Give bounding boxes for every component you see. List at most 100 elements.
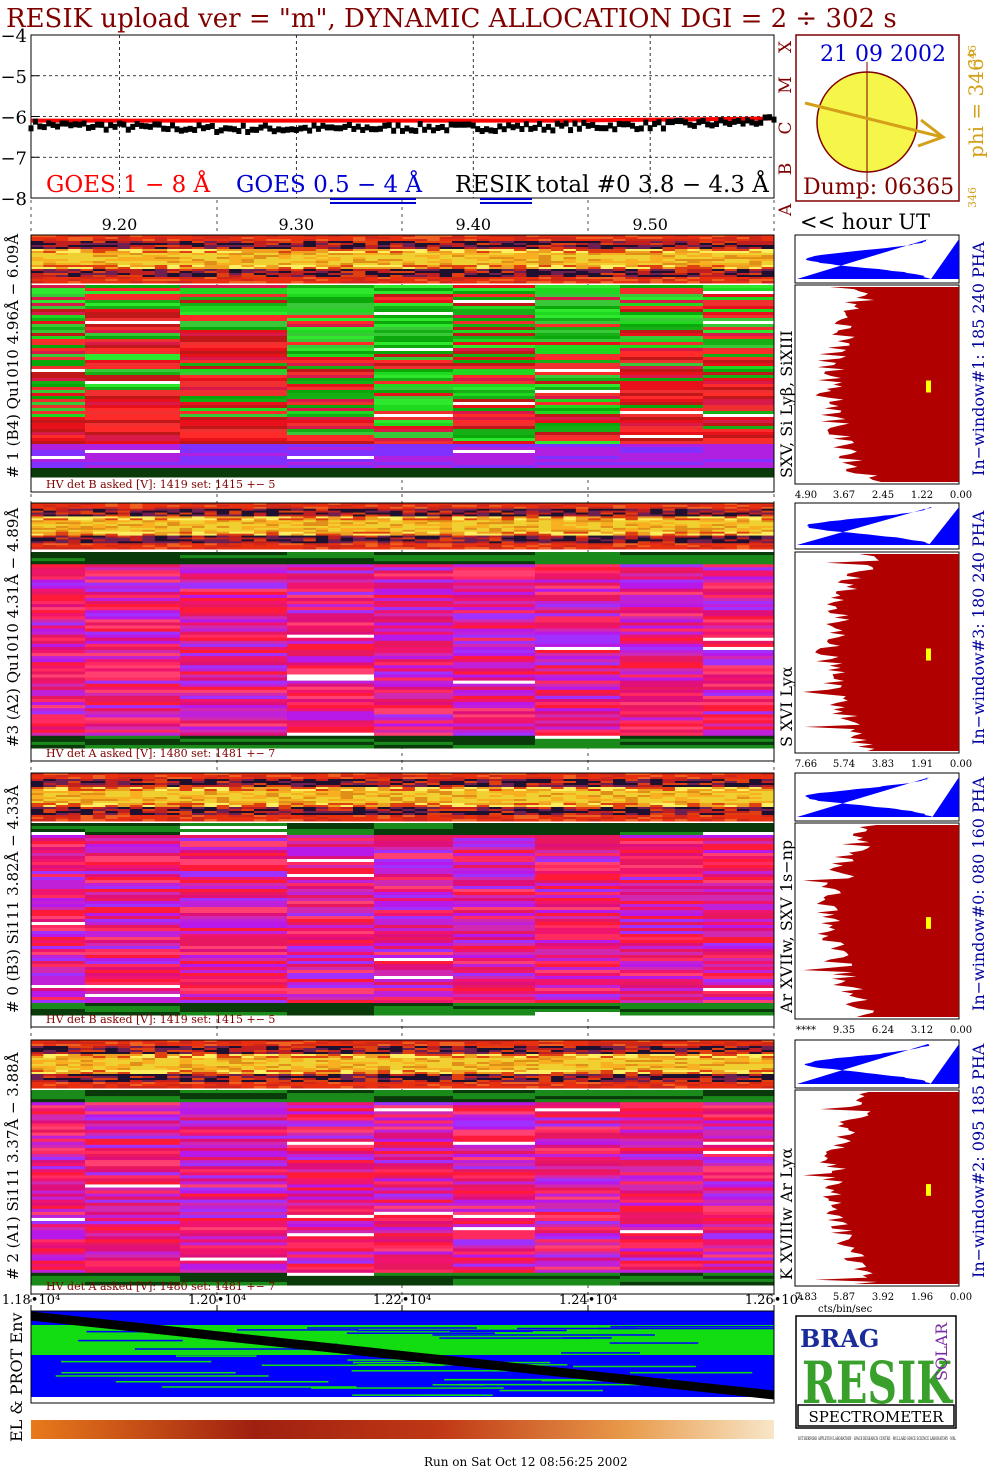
heatmap-cell xyxy=(291,524,304,527)
heatmap-cell xyxy=(85,348,181,352)
heatmap-cell xyxy=(620,683,704,688)
heatmap-cell xyxy=(535,597,621,602)
heatmap-cell xyxy=(464,275,478,278)
heatmap-cell xyxy=(130,281,143,284)
heatmap-cell xyxy=(154,271,168,274)
heatmap-cell xyxy=(287,291,375,295)
heatmap-cell xyxy=(390,793,403,796)
heatmap-cell xyxy=(699,275,713,278)
heatmap-cell xyxy=(464,510,478,514)
heatmap-cell xyxy=(328,781,342,784)
heatmap-cell xyxy=(180,300,288,304)
heatmap-cell xyxy=(365,793,379,796)
heatmap-cell xyxy=(85,729,181,734)
heatmap-cell xyxy=(68,543,82,546)
heatmap-cell xyxy=(266,243,280,246)
heatmap-cell xyxy=(315,535,329,538)
heatmap-cell xyxy=(453,594,536,599)
heatmap-cell xyxy=(266,533,280,537)
heatmap-cell xyxy=(625,265,639,268)
heatmap-cell xyxy=(687,539,701,542)
heatmap-cell xyxy=(229,541,243,544)
heatmap-cell xyxy=(575,773,589,776)
heatmap-cell xyxy=(712,520,725,523)
heatmap-cell xyxy=(253,537,267,540)
heatmap-cell xyxy=(142,239,156,242)
heatmap-cell xyxy=(43,518,57,521)
heatmap-cell xyxy=(489,263,503,266)
heatmap-cell xyxy=(43,247,57,250)
heatmap-cell xyxy=(241,504,255,508)
heatmap-cell xyxy=(414,533,428,537)
heatmap-cell xyxy=(526,251,540,254)
heatmap-cell xyxy=(453,677,536,682)
heatmap-cell xyxy=(31,243,44,246)
heatmap-cell xyxy=(452,504,465,508)
heatmap-cell xyxy=(476,526,490,529)
heatmap-cell xyxy=(575,518,589,521)
heatmap-cell xyxy=(191,273,205,276)
heatmap-cell xyxy=(68,255,82,258)
heatmap-cell xyxy=(390,520,403,523)
heatmap-cell xyxy=(216,255,230,258)
heatmap-cell xyxy=(92,503,106,506)
heatmap-cell xyxy=(761,257,775,260)
panel-left-label: #3 (A2) Qu1010 4.31Å − 4.89Å xyxy=(4,508,22,747)
heatmap-cell xyxy=(390,777,403,780)
hour-ut-label: << hour UT xyxy=(800,210,930,234)
resik-total-point xyxy=(541,126,547,133)
heatmap-cell xyxy=(687,543,701,546)
heatmap-cell xyxy=(439,793,453,796)
heatmap-cell xyxy=(204,791,218,794)
heatmap-cell xyxy=(551,781,564,784)
heatmap-cell xyxy=(142,547,156,550)
heatmap-cell xyxy=(600,535,614,538)
goes-class-label: B xyxy=(776,163,796,176)
heatmap-cell xyxy=(526,261,540,264)
heatmap-cell xyxy=(674,779,688,782)
heatmap-cell xyxy=(724,516,738,519)
heatmap-cell xyxy=(303,783,317,786)
heatmap-cell xyxy=(637,277,651,280)
heatmap-cell xyxy=(625,245,639,248)
heatmap-cell xyxy=(749,529,763,533)
resik-total-point xyxy=(621,121,627,128)
heatmap-cell xyxy=(180,567,288,571)
heatmap-cell xyxy=(180,426,288,430)
heatmap-cell xyxy=(92,281,106,284)
resik-total-point xyxy=(585,122,591,129)
heatmap-cell xyxy=(563,512,577,515)
heatmap-cell xyxy=(31,622,86,626)
heatmap-cell xyxy=(699,783,713,786)
heatmap-cell xyxy=(600,520,614,523)
heatmap-cell xyxy=(513,271,527,274)
heatmap-cell xyxy=(703,561,775,565)
heatmap-cell xyxy=(662,279,676,282)
heatmap-cell xyxy=(575,506,589,510)
heatmap-cell xyxy=(154,239,168,242)
heatmap-cell xyxy=(501,503,515,506)
heatmap-cell xyxy=(191,547,205,550)
heatmap-cell xyxy=(453,333,536,337)
heatmap-cell xyxy=(390,514,403,517)
heatmap-cell xyxy=(55,259,69,262)
heatmap-cell xyxy=(650,504,664,508)
heatmap-cell xyxy=(699,791,713,794)
heatmap-cell xyxy=(85,622,181,626)
heatmap-cell xyxy=(266,235,280,238)
heatmap-cell xyxy=(703,570,775,574)
heatmap-cell xyxy=(92,789,106,792)
resik-total-point xyxy=(559,122,565,129)
resik-total-point xyxy=(214,128,220,135)
heatmap-cell xyxy=(55,520,69,523)
heatmap-cell xyxy=(736,281,750,284)
heatmap-cell xyxy=(365,520,379,523)
heatmap-cell xyxy=(439,531,453,535)
heatmap-cell xyxy=(563,527,577,531)
heatmap-cell xyxy=(600,251,614,254)
heatmap-cell xyxy=(687,259,701,262)
heatmap-cell xyxy=(85,628,181,633)
heatmap-cell xyxy=(712,781,725,784)
heatmap-cell xyxy=(620,738,704,743)
heatmap-cell xyxy=(749,541,763,544)
